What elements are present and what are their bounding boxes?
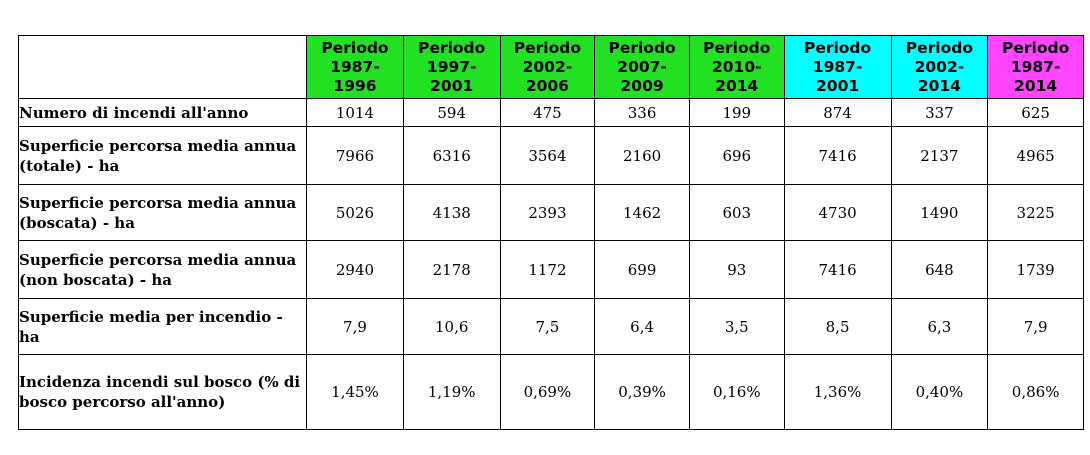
value-cell: 1,36%	[783, 354, 892, 430]
period-header: Periodo 1987- 2001	[783, 35, 892, 99]
value-cell: 2178	[402, 240, 501, 299]
value-cell: 3225	[987, 184, 1084, 241]
value-cell: 475	[499, 98, 596, 127]
value-cell: 696	[688, 126, 785, 185]
value-cell: 3564	[499, 126, 596, 185]
value-cell: 0,40%	[890, 354, 989, 430]
value-cell: 3,5	[688, 298, 785, 355]
table-body: Numero di incendi all'anno 1014 594 475 336 1…	[17, 98, 1084, 430]
period-header: Periodo 2007- 2009	[594, 35, 690, 99]
table-row: Superficie percorsa media annua (boscata…	[17, 184, 1084, 241]
value-cell: 2940	[306, 240, 404, 299]
value-cell: 199	[688, 98, 785, 127]
value-cell: 10,6	[402, 298, 501, 355]
value-cell: 1739	[987, 240, 1084, 299]
value-cell: 2160	[594, 126, 690, 185]
value-cell: 337	[890, 98, 989, 127]
value-cell: 6,3	[890, 298, 989, 355]
value-cell: 0,69%	[499, 354, 596, 430]
value-cell: 1462	[594, 184, 690, 241]
period-header: Periodo 2002- 2014	[890, 35, 989, 99]
value-cell: 874	[783, 98, 892, 127]
value-cell: 0,39%	[594, 354, 690, 430]
value-cell: 6,4	[594, 298, 690, 355]
value-cell: 2393	[499, 184, 596, 241]
value-cell: 4965	[987, 126, 1084, 185]
header-row: Periodo 1987- 1996 Periodo 1997- 2001 Period…	[17, 35, 1084, 99]
value-cell: 1172	[499, 240, 596, 299]
value-cell: 625	[987, 98, 1084, 127]
value-cell: 1,45%	[306, 354, 404, 430]
value-cell: 336	[594, 98, 690, 127]
value-cell: 648	[890, 240, 989, 299]
value-cell: 7966	[306, 126, 404, 185]
table-row: Superficie percorsa media annua (non bos…	[17, 240, 1084, 299]
value-cell: 8,5	[783, 298, 892, 355]
value-cell: 1490	[890, 184, 989, 241]
value-cell: 699	[594, 240, 690, 299]
value-cell: 7,9	[306, 298, 404, 355]
period-header: Periodo 1997- 2001	[402, 35, 501, 99]
value-cell: 7416	[783, 240, 892, 299]
value-cell: 7,9	[987, 298, 1084, 355]
value-cell: 603	[688, 184, 785, 241]
table-row: Superficie percorsa media annua (totale)…	[17, 126, 1084, 185]
row-label: Incidenza incendi sul bosco (% di bosco …	[17, 354, 308, 430]
value-cell: 4138	[402, 184, 501, 241]
value-cell: 7,5	[499, 298, 596, 355]
row-label: Superficie percorsa media annua (non bos…	[17, 240, 308, 299]
period-header: Periodo 1987- 1996	[306, 35, 404, 99]
fire-statistics-table: Periodo 1987- 1996 Periodo 1997- 2001 Period…	[17, 35, 1084, 430]
value-cell: 594	[402, 98, 501, 127]
value-cell: 2137	[890, 126, 989, 185]
value-cell: 1014	[306, 98, 404, 127]
table-row: Numero di incendi all'anno 1014 594 475 336 1…	[17, 98, 1084, 127]
table-row: Incidenza incendi sul bosco (% di bosco …	[17, 354, 1084, 430]
table-row: Superficie media per incendio - ha 7,9 10,…	[17, 298, 1084, 355]
row-label: Superficie percorsa media annua (boscata…	[17, 184, 308, 241]
value-cell: 0,86%	[987, 354, 1084, 430]
blank-corner-cell	[17, 35, 308, 99]
value-cell: 93	[688, 240, 785, 299]
row-label: Superficie media per incendio - ha	[17, 298, 308, 355]
period-header: Periodo 1987- 2014	[987, 35, 1084, 99]
value-cell: 1,19%	[402, 354, 501, 430]
row-label: Numero di incendi all'anno	[17, 98, 308, 127]
value-cell: 7416	[783, 126, 892, 185]
value-cell: 6316	[402, 126, 501, 185]
value-cell: 5026	[306, 184, 404, 241]
period-header: Periodo 2002- 2006	[499, 35, 596, 99]
value-cell: 0,16%	[688, 354, 785, 430]
period-header: Periodo 2010- 2014	[688, 35, 785, 99]
row-label: Superficie percorsa media annua (totale)…	[17, 126, 308, 185]
value-cell: 4730	[783, 184, 892, 241]
